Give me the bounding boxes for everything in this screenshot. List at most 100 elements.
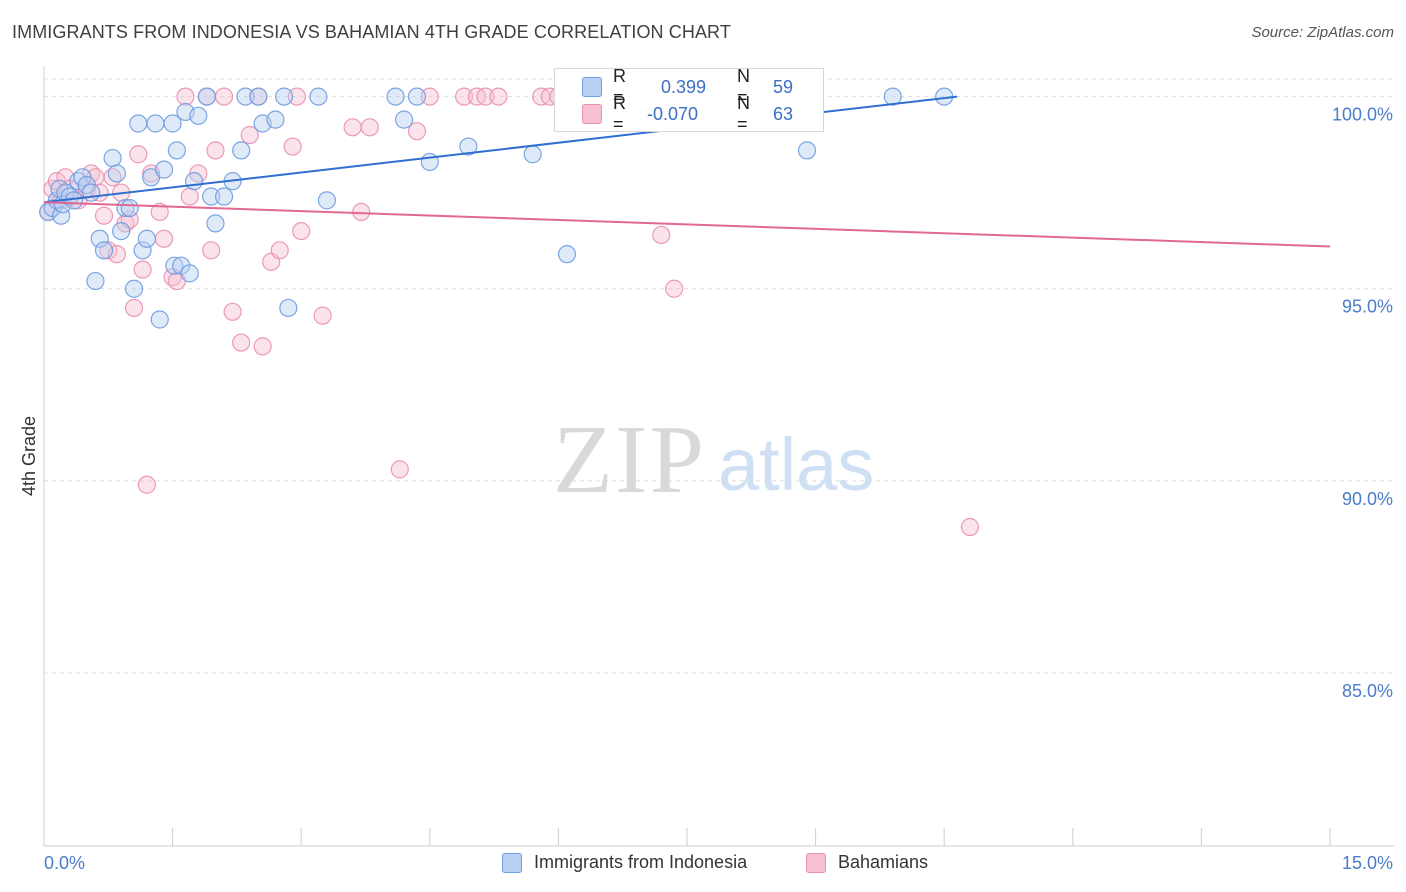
blue-point-55 [459,137,478,156]
watermark-zip: ZIP [553,406,706,514]
blue-point-4 [52,206,71,225]
legend-swatch-pink [806,852,826,873]
blue-point-47 [274,87,294,106]
pink-point-24 [154,229,174,248]
blue-point-53 [407,87,427,106]
pink-point-44 [313,306,332,325]
y-tick-label-1: 95.0% [1342,297,1393,317]
legend-label-indonesia: Immigrants from Indonesia [534,852,748,872]
pink-point-21 [137,475,156,494]
blue-point-57 [557,245,577,264]
pink-point-50 [420,87,439,106]
blue-point-24 [137,229,156,248]
pink-point-23 [150,202,169,221]
bottom-legend: Immigrants from Indonesia Bahamians [0,852,1406,878]
blue-point-46 [266,110,285,129]
pink-point-27 [176,87,195,106]
stats-n-label: N = [737,93,750,134]
source-label: Source: ZipAtlas.com [1251,24,1394,41]
blue-point-21 [124,279,144,298]
stats-blue-swatch [582,77,602,97]
legend-item-bahamians[interactable]: Bahamians [806,852,928,873]
watermark-atlas: atlas [718,423,874,506]
y-tick-labels: 100.0% 95.0% 90.0% 85.0% [1332,105,1393,701]
blue-point-12 [82,183,101,202]
blue-point-39 [206,214,225,233]
pink-point-51 [454,87,474,106]
x-tick-label-1: 15.0% [1342,853,1393,873]
blue-point-13 [86,271,105,291]
stats-n-value-pink: 63 [773,103,794,124]
blue-point-23 [133,241,152,260]
stats-r-label: R = [613,66,626,107]
stats-r-label: R = [613,93,626,134]
pink-point-61 [665,279,684,298]
blue-point-28 [154,160,174,179]
pink-point-42 [287,87,307,106]
pink-point-18 [124,298,144,318]
pink-point-38 [253,337,272,356]
blue-point-42 [232,141,251,160]
blue-point-31 [167,141,186,160]
stats-n-label: N = [737,66,750,107]
pink-point-41 [283,137,302,156]
pink-point-32 [206,141,225,160]
pink-point-48 [390,460,409,479]
blue-point-27 [150,310,169,329]
blue-point-56 [523,145,542,164]
chart-title: IMMIGRANTS FROM INDONESIA VS BAHAMIAN 4T… [12,22,731,42]
blue-point-34 [180,264,199,283]
blue-point-59 [883,87,902,106]
blue-point-15 [94,241,114,260]
pink-point-45 [343,118,362,137]
pink-point-60 [652,225,671,245]
pink-point-19 [129,145,148,164]
stats-r-value-blue: 0.399 [661,76,707,97]
legend-label-bahamians: Bahamians [838,852,929,872]
stats-n-value-blue: 59 [773,76,794,97]
pink-point-28 [180,187,199,206]
y-tick-label-3: 85.0% [1342,681,1393,701]
blue-point-26 [146,114,165,133]
y-axis-label: 4th Grade [19,416,39,496]
y-tick-label-2: 90.0% [1342,489,1393,509]
blue-point-37 [197,87,216,106]
blue-point-40 [214,187,234,206]
gridlines [44,78,1394,674]
blue-point-22 [129,114,148,133]
watermark: ZIP atlas [553,406,874,514]
stats-r-value-pink: -0.070 [647,103,699,124]
legend-swatch-blue [502,852,522,873]
blue-point-36 [189,106,208,125]
axes [43,66,1394,847]
blue-point-20 [120,198,139,218]
stats-legend: R = 0.399 N = 59 R = -0.070 N = 63 [554,66,824,134]
blue-point-17 [107,164,126,183]
blue-point-29 [163,114,182,133]
blue-point-43 [236,87,255,106]
blue-point-35 [184,172,204,191]
pink-point-47 [360,118,379,137]
blue-point-16 [103,148,122,168]
blue-point-48 [279,298,298,318]
blue-point-18 [112,221,131,241]
blue-point-38 [202,187,221,206]
legend-item-indonesia[interactable]: Immigrants from Indonesia [502,852,747,873]
pink-point-40 [270,241,289,260]
blue-point-49 [309,87,328,106]
blue-point-51 [386,87,405,106]
blue-point-30 [165,256,184,275]
pink-point-20 [133,260,152,279]
pink-point-33 [214,87,234,106]
y-tick-label-0: 100.0% [1332,105,1393,125]
blue-point-14 [90,229,109,248]
pink-point-53 [476,87,495,106]
pink-point-62 [960,517,980,537]
pink-point-54 [489,87,508,106]
pink-point-43 [292,221,311,241]
pink-point-36 [240,125,259,145]
blue-point-50 [317,191,337,210]
blue-point-52 [394,110,414,129]
pink-point-34 [223,302,242,321]
